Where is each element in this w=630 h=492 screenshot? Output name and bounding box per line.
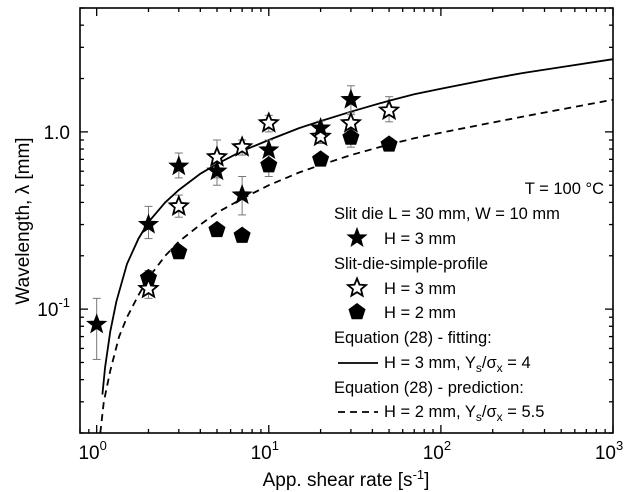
legend-pentagon-icon [349,304,365,319]
x-tick-label: 100 [78,438,106,464]
data-point-filled-pentagon [234,227,250,242]
legend-pred-title: Equation (28) - prediction: [334,379,524,397]
data-point-filled-pentagon [381,136,397,151]
legend-fit-entry: H = 3 mm, Ys/σx = 4 [384,354,531,375]
data-point-filled-pentagon [261,157,277,172]
legend-group1-entry: H = 3 mm [384,230,456,248]
filled-star-icon [347,228,366,246]
open-star-icon [348,279,366,296]
legend-group1-title: Slit die L = 30 mm, W = 10 mm [334,205,560,223]
data-point-open-star [139,279,157,296]
y-axis-title: Wavelength, λ [mm] [13,137,34,304]
data-point-filled-pentagon [313,151,329,166]
x-axis-title: App. shear rate [s-1] [263,467,430,491]
legend-pred-entry: H = 2 mm, Ys/σx = 5.5 [384,403,544,424]
legend-filled-star-icon [347,228,366,246]
y-tick-label: 10-1 [37,295,70,321]
legend-fit-title: Equation (28) - fitting: [334,329,492,347]
legend-group2-entry-a: H = 3 mm [384,280,456,298]
legend-open-star-icon [348,279,366,296]
x-tick-label: 103 [595,438,623,464]
data-point-open-star [380,101,398,118]
data-point-open-star [233,138,251,155]
data-point-open-star [260,114,278,131]
data-point-filled-pentagon [209,221,225,236]
legend-temperature: T = 100 °C [525,180,604,198]
legend: T = 100 °C Slit die L = 30 mm, W = 10 mm… [334,180,604,424]
data-point-open-star [342,114,360,131]
data-point-open-star [170,197,188,214]
pentagon-icon [349,304,365,319]
x-tick-label: 102 [423,438,451,464]
legend-group2-entry-b: H = 2 mm [384,304,456,322]
x-tick-label: 101 [251,438,279,464]
y-tick-label: 1.0 [44,123,70,144]
legend-group2-title: Slit-die-simple-profile [334,255,488,273]
data-point-filled-pentagon [171,244,187,259]
